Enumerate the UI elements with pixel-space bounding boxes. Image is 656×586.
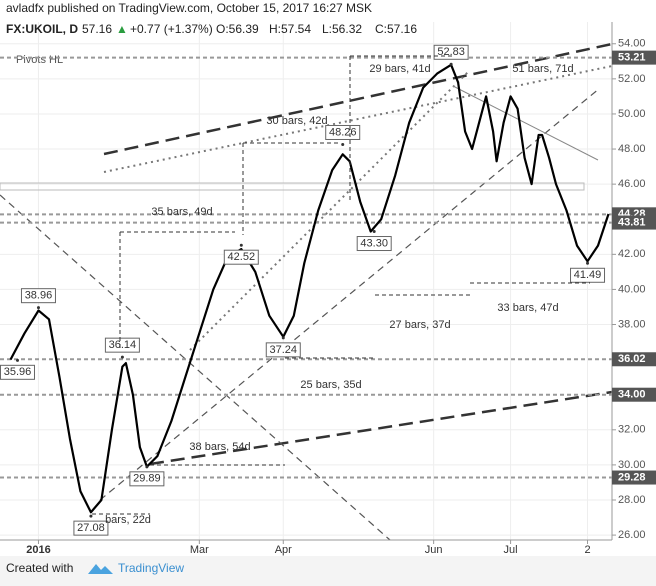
pivot-box xyxy=(73,520,109,536)
close: C:57.16 xyxy=(375,22,417,36)
pivot-box xyxy=(356,236,392,252)
level-tag xyxy=(612,352,656,367)
pivot-label: 29.89 xyxy=(133,473,161,485)
pivot-box xyxy=(20,288,56,304)
symbol: FX:UKOIL, D xyxy=(6,22,78,36)
pivot-point xyxy=(15,358,19,362)
y-tick-label: 32.00 xyxy=(618,424,646,436)
level-label: 36.02 xyxy=(618,353,646,365)
trend-lines xyxy=(103,65,613,351)
bar-count: 51 bars, 71d xyxy=(512,63,573,75)
bar-count: 35 bars, 49d xyxy=(151,206,212,218)
pivot-box xyxy=(570,267,606,283)
x-tick-label: Apr xyxy=(275,544,292,556)
bar-count: 38 bars, 54d xyxy=(189,441,250,453)
trend-lines xyxy=(0,87,601,541)
level-tag xyxy=(612,215,656,230)
pivot-point xyxy=(145,465,149,469)
pivot-point xyxy=(341,142,345,146)
open: O:56.39 xyxy=(216,22,259,36)
pivot-label: 48.26 xyxy=(329,126,357,138)
bar-count: 33 bars, 47d xyxy=(497,302,558,314)
pivot-point xyxy=(36,306,40,310)
bar-count: 29 bars, 41d xyxy=(369,63,430,75)
pivot-label: 37.24 xyxy=(270,344,298,356)
pivot-label: 43.30 xyxy=(360,237,388,249)
indicator-label: Pivots HL xyxy=(16,54,63,66)
level-tag xyxy=(612,470,656,485)
pivot-point xyxy=(586,261,590,265)
y-tick-label: 26.00 xyxy=(618,529,646,541)
price-line xyxy=(9,63,610,514)
pivot-point xyxy=(281,336,285,340)
y-tick-label: 48.00 xyxy=(618,143,646,155)
trend-line xyxy=(103,42,613,156)
pivot-box xyxy=(325,124,361,140)
trend-line xyxy=(0,194,391,541)
pivot-label: 38.96 xyxy=(25,290,53,302)
trend-line xyxy=(452,85,599,161)
high: H:57.54 xyxy=(269,22,311,36)
y-tick-label: 40.00 xyxy=(618,283,646,295)
y-tick-label: 52.00 xyxy=(618,73,646,85)
x-tick-label: Mar xyxy=(190,544,209,556)
bar-count: 25 bars, 35d xyxy=(300,379,361,391)
x-tick-label: 2016 xyxy=(26,544,50,556)
level-label: 53.21 xyxy=(618,52,646,64)
pivot-label: 27.08 xyxy=(77,522,105,534)
low: L:56.32 xyxy=(322,22,362,36)
pivot-label: 41.49 xyxy=(574,269,602,281)
trend-line xyxy=(149,390,613,466)
pivot-box xyxy=(0,364,35,380)
change: +0.77 (+1.37%) xyxy=(130,22,213,36)
trend-lines xyxy=(103,42,613,466)
change-arrow: ▲ xyxy=(116,22,128,36)
pivot-label: 36.14 xyxy=(109,339,137,351)
pivot-point xyxy=(372,230,376,234)
brand-logo xyxy=(88,564,113,574)
pivot-box xyxy=(265,342,301,358)
y-tick-label: 46.00 xyxy=(618,178,646,190)
x-tick-label: Jun xyxy=(425,544,443,556)
publisher: avladfx published on TradingView.com, Oc… xyxy=(6,1,372,15)
y-tick-label: 54.00 xyxy=(618,38,646,50)
pivot-point xyxy=(89,514,93,518)
trend-line xyxy=(103,65,613,173)
pivot-box xyxy=(104,337,140,353)
y-tick-label: 50.00 xyxy=(618,108,646,120)
pivot-label: 35.96 xyxy=(4,366,32,378)
pivot-box xyxy=(223,249,259,265)
level-tag xyxy=(612,50,656,65)
x-tick-label: 2 xyxy=(584,544,590,556)
bar-count: 27 bars, 37d xyxy=(389,319,450,331)
pivot-point xyxy=(120,355,124,359)
pivot-box xyxy=(129,471,165,487)
y-tick-label: 42.00 xyxy=(618,248,646,260)
footer-brand[interactable]: TradingView xyxy=(118,561,184,575)
pivot-point xyxy=(239,243,243,247)
last-price: 57.16 xyxy=(82,22,112,36)
pivot-label: 42.52 xyxy=(228,251,256,263)
level-tag xyxy=(612,387,656,402)
level-label: 34.00 xyxy=(618,389,646,401)
y-tick-label: 30.00 xyxy=(618,459,646,471)
y-tick-label: 28.00 xyxy=(618,494,646,506)
range-box xyxy=(0,182,585,191)
pivot-point xyxy=(449,62,453,66)
bar-count: 30 bars, 42d xyxy=(266,115,327,127)
level-label: 43.81 xyxy=(618,216,646,228)
pivot-label: 52.83 xyxy=(437,46,465,58)
level-label: 29.28 xyxy=(618,471,646,483)
footer-created: Created with xyxy=(6,561,73,575)
y-tick-label: 38.00 xyxy=(618,318,646,330)
x-tick-label: Jul xyxy=(504,544,518,556)
bar-count: bars, 22d xyxy=(105,514,151,526)
